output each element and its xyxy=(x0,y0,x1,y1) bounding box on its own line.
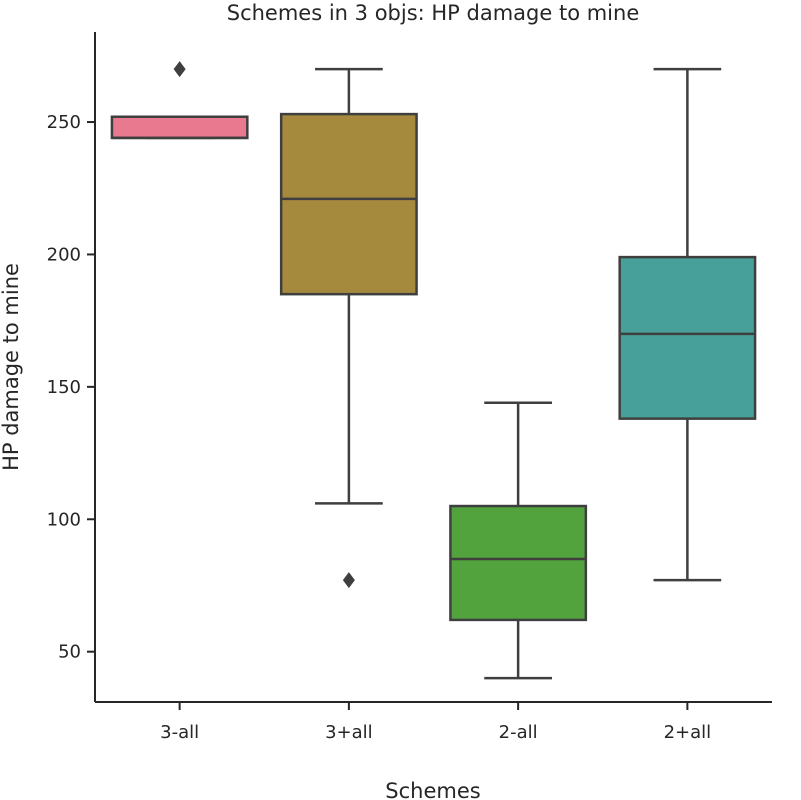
box-2+all xyxy=(618,255,757,420)
outlier-point xyxy=(173,61,186,78)
chart-title: Schemes in 3 objs: HP damage to mine xyxy=(227,1,640,25)
x-axis-title: Schemes xyxy=(385,779,480,800)
x-tick-label: 3+all xyxy=(325,722,373,743)
outlier-point xyxy=(342,572,355,589)
y-tick-label: 50 xyxy=(58,642,81,663)
y-tick-label: 250 xyxy=(47,112,81,133)
y-axis-title: HP damage to mine xyxy=(0,263,23,471)
box-2-all xyxy=(449,504,588,622)
y-tick-label: 150 xyxy=(47,377,81,398)
plot-area: 50 100 150 200 250 3-all 3+all 2-all 2+all xyxy=(47,61,757,743)
x-tick-label: 2+all xyxy=(664,722,712,743)
y-tick-label: 100 xyxy=(47,509,81,530)
x-tick-label: 3-all xyxy=(160,722,199,743)
box-3+all xyxy=(279,112,418,296)
y-tick-label: 200 xyxy=(47,244,81,265)
box-3-all xyxy=(110,115,249,140)
x-tick-label: 2-all xyxy=(499,722,538,743)
